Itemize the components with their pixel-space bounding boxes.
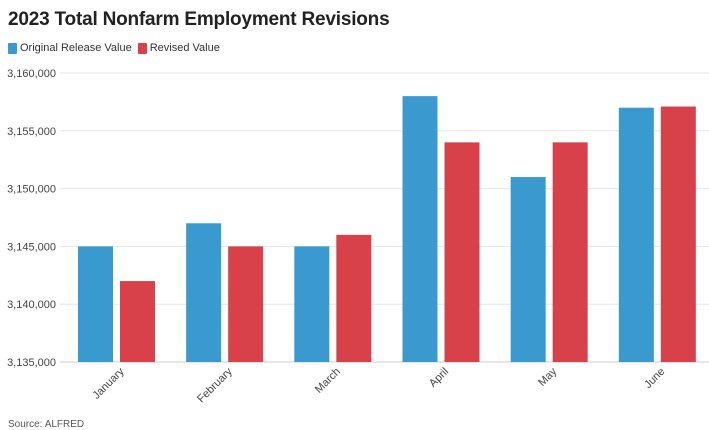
- y-tick-label: 3,150,000: [7, 184, 56, 196]
- bar-original-january: [78, 246, 113, 362]
- legend-swatch-original: [8, 42, 17, 54]
- x-tick-label: April: [427, 366, 451, 390]
- chart-title: 2023 Total Nonfarm Employment Revisions: [8, 9, 390, 30]
- bar-revised-march: [336, 234, 372, 362]
- bar-revised-april: [444, 142, 480, 362]
- bar-revised-may: [552, 142, 588, 362]
- x-tick-label: February: [195, 365, 235, 405]
- x-tick-label: January: [90, 365, 127, 402]
- legend-item-original: Original Release Value: [8, 42, 132, 54]
- bar-revised-june: [660, 106, 696, 362]
- x-tick-label: May: [536, 365, 560, 389]
- bar-revised-february: [228, 246, 264, 362]
- x-tick-label: March: [313, 366, 343, 396]
- legend-label-original: Original Release Value: [20, 42, 132, 54]
- bar-chart: 3,135,000 3,140,000 3,145,000 3,150,000 3,15…: [7, 68, 709, 405]
- legend-swatch-revised: [137, 42, 147, 54]
- legend-label-revised: Revised Value: [149, 42, 220, 54]
- y-tick-label: 3,155,000: [7, 126, 56, 138]
- y-tick-label: 3,145,000: [7, 241, 56, 253]
- bar-original-june: [618, 107, 654, 363]
- legend-item-revised: Revised Value: [137, 42, 220, 54]
- bar-original-february: [186, 223, 222, 362]
- y-tick-label: 3,135,000: [7, 357, 56, 369]
- y-tick-label: 3,160,000: [7, 68, 56, 80]
- chart-legend: Original Release Value Revised Value: [8, 42, 226, 54]
- bar-revised-january: [120, 281, 155, 362]
- source-note: Source: ALFRED: [8, 419, 85, 430]
- x-tick-label: June: [642, 366, 667, 391]
- y-tick-label: 3,140,000: [7, 299, 56, 311]
- bar-original-march: [294, 246, 330, 362]
- bar-original-april: [402, 96, 438, 363]
- bar-original-may: [510, 177, 546, 362]
